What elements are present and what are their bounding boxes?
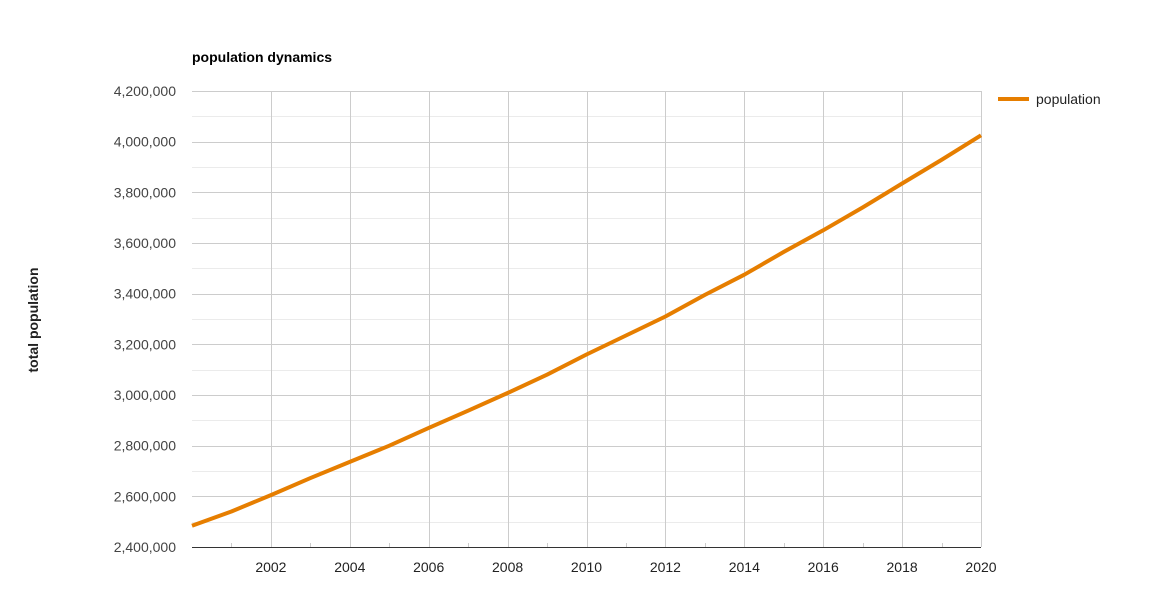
x-tick-label: 2004 [334,559,365,575]
x-tick-label: 2006 [413,559,444,575]
x-tick-label: 2002 [255,559,286,575]
y-tick-label: 2,600,000 [114,488,176,504]
y-tick-label: 3,800,000 [114,184,176,200]
x-tick-label: 2020 [965,559,996,575]
x-tick-label: 2016 [808,559,839,575]
y-tick-label: 2,400,000 [114,539,176,555]
x-tick-label: 2018 [887,559,918,575]
y-tick-label: 3,200,000 [114,336,176,352]
y-tick-label: 3,400,000 [114,286,176,302]
y-axis-label: total population [25,268,41,373]
series-layer [191,133,983,528]
labels: population dynamics total population [25,49,332,372]
axes: 2,400,000 2,600,000 2,800,000 3,000,000 3,20… [114,83,997,575]
series-line-population [191,133,983,528]
x-tick-label: 2010 [571,559,602,575]
legend-label: population [1036,91,1101,107]
y-tick-label: 4,200,000 [114,83,176,99]
grid [192,91,982,547]
x-tick-label: 2014 [729,559,760,575]
x-tick-label: 2008 [492,559,523,575]
chart-title: population dynamics [192,49,332,65]
y-tick-label: 3,000,000 [114,387,176,403]
x-tick-label: 2012 [650,559,681,575]
legend: population [998,91,1101,107]
y-tick-label: 2,800,000 [114,438,176,454]
y-tick-label: 3,600,000 [114,235,176,251]
y-tick-label: 4,000,000 [114,134,176,150]
